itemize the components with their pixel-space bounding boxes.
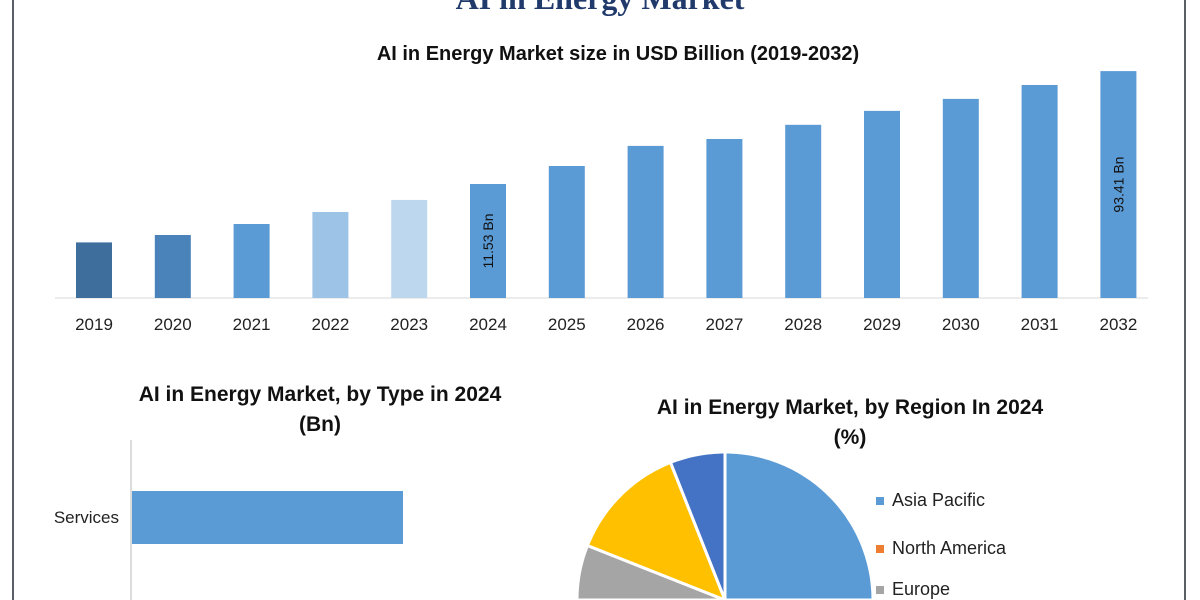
legend-swatch — [876, 497, 884, 506]
infographic-frame — [12, 0, 1186, 600]
x-tick-label-2030: 2030 — [942, 315, 980, 334]
x-tick-label-2021: 2021 — [233, 315, 271, 334]
x-tick-label-2024: 2024 — [469, 315, 507, 334]
region-chart-title-line1: AI in Energy Market, by Region In 2024 — [656, 396, 1044, 419]
x-tick-label-2020: 2020 — [154, 315, 192, 334]
x-tick-label-2032: 2032 — [1099, 315, 1137, 334]
legend-swatch — [876, 545, 884, 554]
bar-2032 — [1100, 71, 1137, 298]
market-size-chart-title: AI in Energy Market size in USD Billion … — [376, 43, 860, 65]
bar-2022 — [312, 211, 349, 298]
x-tick-label-2019: 2019 — [75, 315, 113, 334]
bar-2024 — [470, 183, 506, 298]
pie-slice-asia-pacific — [723, 450, 875, 600]
bar-2030 — [942, 98, 979, 298]
hbar-services — [132, 491, 403, 544]
type-chart-title-line2: (Bn) — [299, 413, 341, 436]
x-tick-label-2029: 2029 — [863, 315, 901, 334]
x-tick-label-2031: 2031 — [1021, 315, 1059, 334]
x-tick-label-2027: 2027 — [705, 315, 743, 334]
legend-asia-pacific: Asia Pacific — [876, 490, 985, 510]
bar-2020 — [154, 235, 191, 298]
legend-north-america: North America — [876, 538, 1006, 558]
legend-label: North America — [892, 538, 1007, 558]
x-tick-label-2028: 2028 — [784, 315, 822, 334]
data-label-2024: 11.53 Bn — [480, 213, 496, 268]
type-chart-title-line1: AI in Energy Market, by Type in 2024 — [138, 383, 502, 406]
x-tick-label-2023: 2023 — [390, 315, 428, 334]
region-chart-title-line2: (%) — [833, 426, 867, 449]
x-tick-label-2025: 2025 — [548, 315, 586, 334]
bar-2028 — [785, 124, 822, 298]
legend-swatch — [876, 586, 884, 595]
region-chart-title: AI in Energy Market, by Region In 2024 (… — [570, 393, 1130, 453]
bar-2031 — [1021, 84, 1058, 299]
bar-2023 — [391, 199, 428, 298]
legend-label: Asia Pacific — [892, 490, 986, 510]
bar-2019 — [76, 242, 112, 298]
main-title: AI in Energy Market — [0, 0, 1200, 17]
bar-2027 — [706, 138, 743, 298]
x-tick-label-2026: 2026 — [627, 315, 665, 334]
bar-2021 — [233, 224, 270, 298]
bar-2026 — [627, 145, 664, 298]
bar-2025 — [548, 166, 585, 298]
pie-slice-4 — [669, 450, 727, 600]
data-label-2032: 93.41 Bn — [1110, 157, 1126, 213]
legend-europe: Europe — [876, 579, 950, 599]
hbar-label-services: Services — [54, 508, 119, 527]
bar-2029 — [864, 110, 900, 298]
legend-label: Europe — [892, 579, 951, 599]
pie-slice-3 — [585, 460, 727, 600]
x-tick-label-2022: 2022 — [311, 315, 349, 334]
type-chart-title: AI in Energy Market, by Type in 2024 (Bn… — [40, 380, 600, 440]
